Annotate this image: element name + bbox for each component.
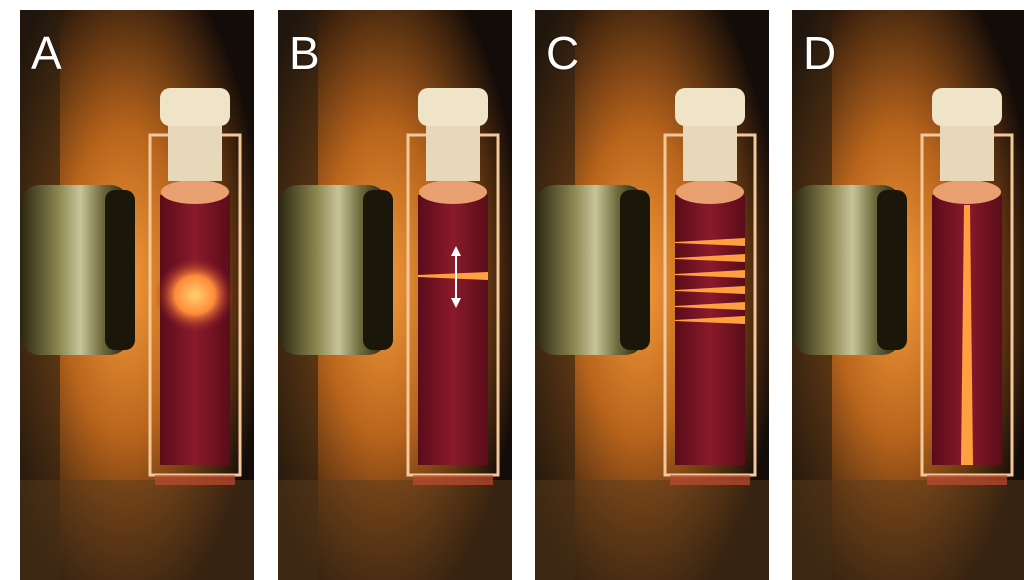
cuvette-photo-d [792,10,1024,580]
cuvette-photo-b [278,10,512,580]
panel-label-c: C [546,27,580,79]
cuvette-photo-a [20,10,254,580]
panel-label-d: D [803,27,837,79]
photo-panel-c: C [535,10,769,580]
panel-label-a: A [31,27,62,79]
panel-label-b: B [289,27,320,79]
photo-panel-d: D [792,10,1024,580]
photo-panel-a: A [20,10,254,580]
cuvette-photo-c [535,10,769,580]
photo-panel-b: B [278,10,512,580]
